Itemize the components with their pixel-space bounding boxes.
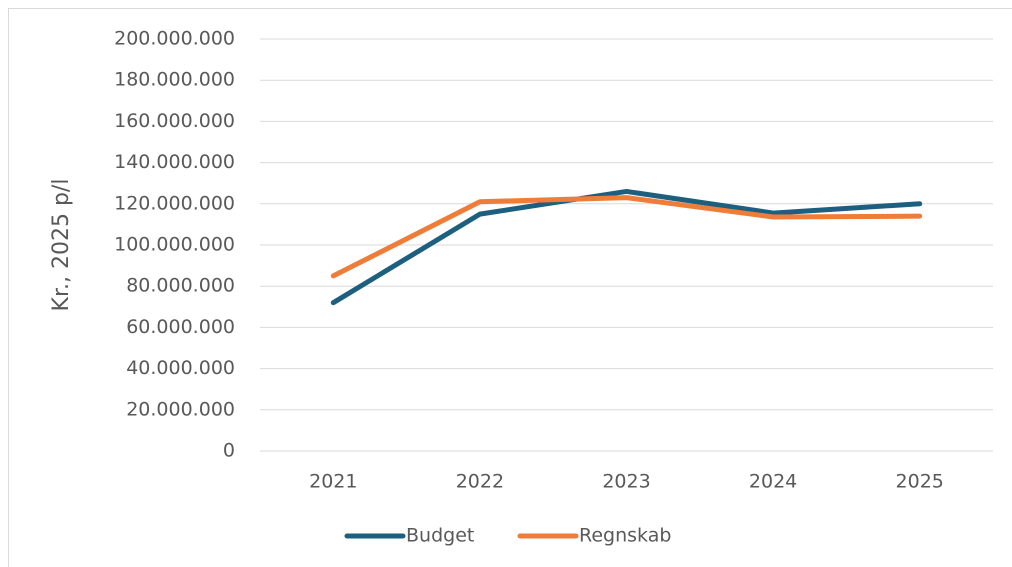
legend-label: Regnskab [579,525,671,547]
y-tick-label: 40.000.000 [126,357,235,379]
y-tick-label: 100.000.000 [114,234,235,256]
y-tick-label: 20.000.000 [126,398,235,420]
x-tick-label: 2022 [456,471,504,493]
legend-label: Budget [406,525,474,547]
line-series [330,188,923,306]
x-tick-label: 2023 [602,471,650,493]
y-tick-label: 0 [223,440,235,462]
x-tick-label: 2025 [896,471,944,493]
chart-border [8,8,1012,567]
y-axis-label: Kr., 2025 p/l [49,179,74,312]
y-tick-label: 200.000.000 [114,28,235,50]
y-tick-label: 80.000.000 [126,275,235,297]
x-tick-label: 2021 [309,471,357,493]
y-tick-label: 140.000.000 [114,151,235,173]
y-tick-label: 160.000.000 [114,110,235,132]
line-series [330,195,923,279]
x-tick-label: 2024 [749,471,797,493]
y-tick-label: 120.000.000 [114,192,235,214]
y-tick-label: 180.000.000 [114,69,235,91]
y-tick-label: 60.000.000 [126,316,235,338]
